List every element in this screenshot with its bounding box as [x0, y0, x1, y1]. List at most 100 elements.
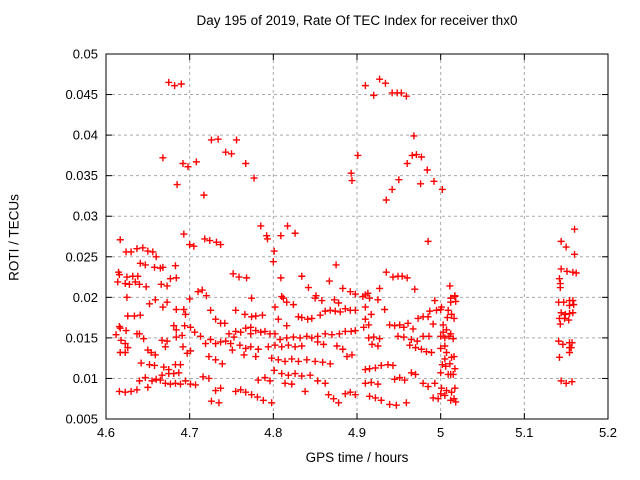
data-point-marker [403, 274, 411, 282]
data-point-marker [274, 315, 282, 323]
data-point-marker [187, 347, 195, 355]
data-point-marker [568, 378, 576, 386]
data-point-marker [400, 323, 408, 331]
data-point-marker [242, 344, 250, 352]
data-point-marker [146, 361, 154, 369]
data-point-marker [291, 229, 299, 237]
data-point-marker [258, 311, 266, 319]
data-point-marker [242, 160, 250, 167]
y-tick-label: 0.045 [65, 87, 98, 102]
data-point-marker [194, 288, 202, 296]
data-point-marker [121, 280, 129, 288]
data-point-marker [181, 322, 189, 330]
data-point-marker [291, 343, 299, 351]
data-point-marker [555, 337, 563, 345]
data-point-marker [124, 312, 132, 320]
data-point-marker [156, 376, 164, 384]
data-point-marker [221, 319, 229, 327]
data-point-marker [442, 362, 450, 370]
data-point-marker [215, 399, 223, 407]
data-point-marker [252, 327, 260, 335]
data-point-marker [152, 375, 160, 383]
data-point-marker [259, 396, 267, 404]
y-tick-label: 0.015 [65, 330, 98, 345]
data-point-marker [261, 327, 269, 335]
data-point-marker [263, 235, 271, 243]
data-point-marker [291, 370, 299, 378]
data-point-marker [222, 148, 230, 156]
data-point-marker [321, 330, 329, 338]
data-point-marker [161, 379, 169, 387]
data-point-marker [301, 387, 309, 395]
y-tick-label: 0.02 [73, 290, 98, 305]
data-point-marker [447, 396, 455, 404]
data-point-marker [325, 391, 333, 399]
data-point-marker [186, 295, 194, 303]
data-point-marker [438, 361, 446, 369]
data-point-marker [179, 160, 187, 167]
data-point-marker [555, 275, 563, 283]
y-tick-label: 0.03 [73, 209, 98, 224]
data-point-marker [207, 136, 215, 144]
data-point-marker [437, 344, 445, 352]
data-point-marker [121, 388, 129, 396]
data-point-marker [127, 387, 135, 395]
data-point-marker [230, 333, 238, 341]
data-point-marker [351, 290, 359, 298]
data-point-marker [374, 380, 382, 388]
data-point-marker [452, 297, 460, 305]
data-point-marker [212, 387, 220, 395]
data-point-marker [166, 275, 174, 283]
data-point-marker [270, 247, 278, 255]
data-point-marker [341, 390, 349, 398]
data-point-marker [135, 330, 143, 338]
data-point-marker [141, 374, 149, 382]
data-point-marker [304, 284, 312, 292]
data-point-marker [172, 326, 180, 334]
data-point-marker [395, 176, 403, 184]
y-tick-label: 0.025 [65, 249, 98, 264]
data-point-marker [277, 274, 285, 282]
data-point-marker [115, 387, 123, 395]
data-point-marker [569, 309, 577, 317]
data-point-marker [159, 263, 167, 271]
data-point-marker [332, 261, 340, 269]
data-point-marker [131, 278, 139, 286]
data-point-marker [253, 393, 261, 401]
data-point-marker [289, 301, 297, 309]
data-point-marker [426, 307, 434, 315]
data-point-marker [451, 293, 459, 301]
data-point-marker [136, 311, 144, 319]
data-point-marker [429, 394, 437, 402]
data-point-marker [555, 353, 563, 361]
data-point-marker [348, 177, 356, 185]
data-point-marker [202, 340, 210, 348]
data-point-marker [412, 370, 420, 378]
data-point-marker [335, 399, 343, 407]
data-point-marker [571, 225, 579, 233]
data-point-marker [278, 343, 286, 351]
data-point-marker [227, 340, 235, 348]
data-point-marker [368, 340, 376, 348]
data-point-marker [386, 321, 394, 329]
data-point-marker [451, 365, 459, 373]
data-point-marker [326, 360, 334, 368]
data-point-marker [351, 391, 359, 399]
data-point-marker [365, 321, 373, 329]
data-point-marker [402, 92, 410, 100]
data-point-marker [173, 181, 181, 189]
data-point-marker [172, 306, 180, 313]
data-point-marker [424, 237, 432, 245]
data-point-marker [430, 177, 438, 185]
data-point-marker [117, 336, 125, 344]
data-point-marker [361, 379, 369, 387]
data-point-marker [250, 174, 258, 182]
data-point-marker [191, 328, 199, 336]
data-point-marker [389, 361, 397, 369]
data-point-marker [557, 265, 565, 273]
data-point-marker [311, 357, 319, 365]
data-point-marker [228, 346, 236, 354]
data-point-marker [121, 340, 129, 348]
data-point-marker [412, 344, 420, 352]
